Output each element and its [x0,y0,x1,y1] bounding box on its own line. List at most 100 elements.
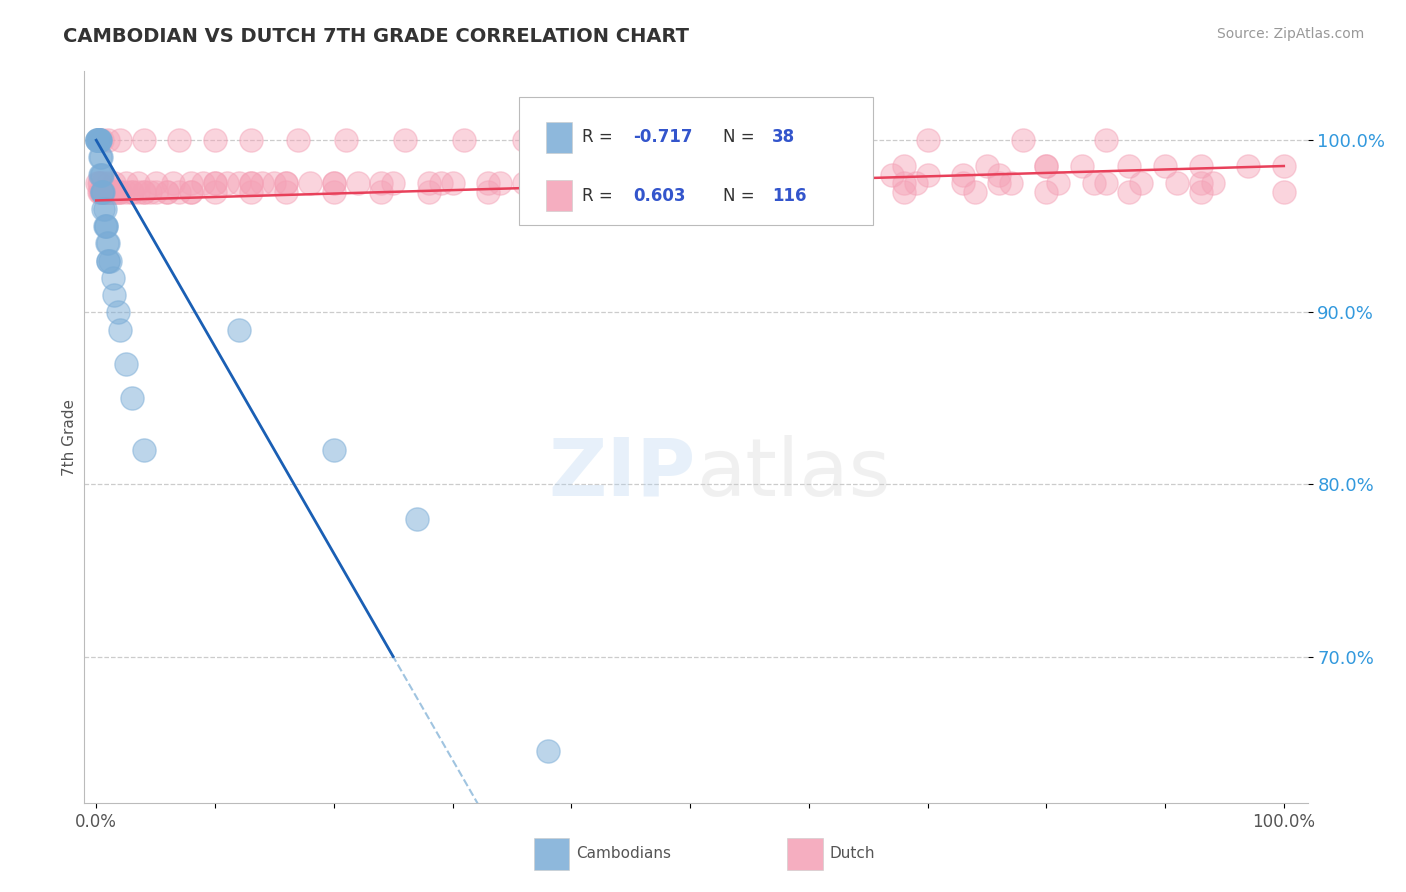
Point [370,185,392,199]
Point [418,185,440,199]
Bar [546,122,572,153]
Point [322,442,344,457]
Point [104,185,127,199]
Point [97,253,120,268]
Point [276,176,298,190]
Point [97,185,120,199]
Point [93,202,115,216]
Text: 0.603: 0.603 [634,186,686,204]
Point [89,185,111,199]
Point [738,133,761,147]
Point [952,176,974,190]
Point [86,176,108,190]
Point [86,133,108,147]
Point [477,185,499,199]
Text: N =: N = [723,128,759,146]
Point [346,176,368,190]
Point [1272,159,1295,173]
Point [893,176,915,190]
Point [91,185,114,199]
Point [1000,176,1022,190]
Point [987,176,1010,190]
Point [93,185,115,199]
Point [1189,159,1212,173]
Point [382,176,405,190]
Point [821,185,844,199]
Point [1011,133,1033,147]
Point [204,133,226,147]
Point [406,512,429,526]
Point [963,185,986,199]
Point [252,176,274,190]
Point [101,185,124,199]
Point [429,176,451,190]
Point [87,176,110,190]
Point [1094,133,1116,147]
Point [239,133,262,147]
Point [976,159,998,173]
Point [228,322,250,336]
Point [91,185,114,199]
Point [893,185,915,199]
Bar [546,180,572,211]
Point [477,176,499,190]
Point [169,185,191,199]
Point [917,168,939,182]
Point [180,185,202,199]
Point [108,185,131,199]
Point [107,185,129,199]
Point [536,744,558,758]
Text: CAMBODIAN VS DUTCH 7TH GRADE CORRELATION CHART: CAMBODIAN VS DUTCH 7TH GRADE CORRELATION… [63,27,689,45]
Point [115,185,138,199]
Point [86,133,108,147]
Point [86,133,108,147]
Point [1071,159,1094,173]
Point [97,185,120,199]
Point [127,176,149,190]
Point [322,176,344,190]
Point [127,185,149,199]
Point [1118,159,1140,173]
Point [103,185,125,199]
Point [418,176,440,190]
Point [263,176,285,190]
Text: N =: N = [723,186,759,204]
Point [121,392,143,406]
Point [607,185,630,199]
Point [596,168,619,182]
Point [93,185,115,199]
Point [89,150,111,164]
Point [180,185,202,199]
Point [89,176,111,190]
Point [513,176,536,190]
Point [89,168,111,182]
Point [132,185,155,199]
Point [156,185,179,199]
Point [631,176,654,190]
Point [276,176,298,190]
Point [1189,185,1212,199]
Point [87,133,110,147]
Point [121,185,143,199]
Point [1154,159,1177,173]
Text: R =: R = [582,186,619,204]
Point [797,168,820,182]
Point [1083,176,1105,190]
Point [1166,176,1188,190]
Point [90,168,112,182]
Point [560,168,582,182]
Point [1047,176,1070,190]
Point [101,271,124,285]
Point [679,185,702,199]
Point [1201,176,1223,190]
Point [121,185,143,199]
Point [89,133,111,147]
Point [156,185,179,199]
Point [93,185,115,199]
Point [513,133,536,147]
Point [797,176,820,190]
Point [107,305,129,319]
Point [1035,159,1057,173]
Point [583,133,606,147]
Point [322,176,344,190]
